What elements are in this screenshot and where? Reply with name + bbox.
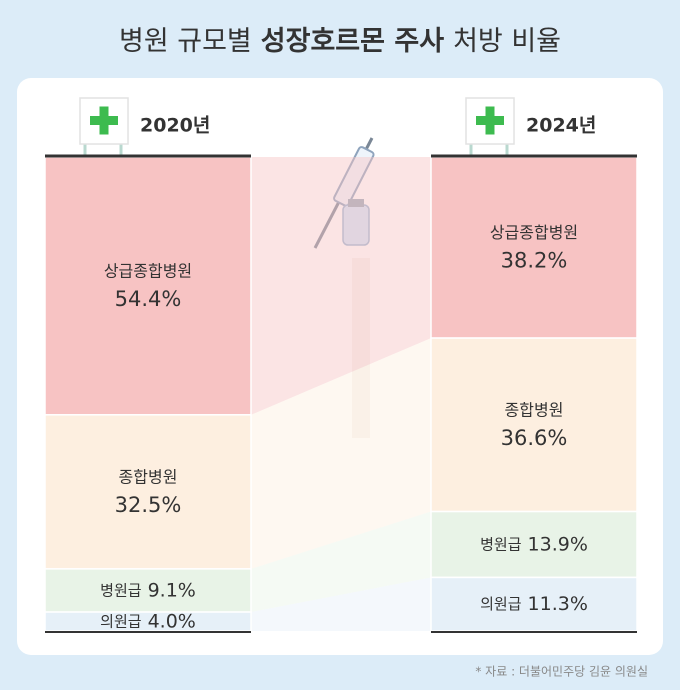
segment-label: 의원급 11.3% bbox=[480, 593, 588, 615]
segment-name: 의원급 bbox=[100, 612, 142, 630]
segment-name: 병원급 bbox=[480, 535, 522, 553]
segment-name: 종합병원 bbox=[119, 467, 178, 486]
value-label: 36.6% bbox=[501, 426, 568, 450]
title-suffix: 처방 비율 bbox=[453, 26, 561, 57]
title-prefix: 병원 규모별 bbox=[119, 26, 252, 57]
value-label: 32.5% bbox=[115, 493, 182, 517]
value-label: 9.1% bbox=[148, 579, 196, 601]
category-label: 2024년 bbox=[526, 115, 596, 137]
bar-segment bbox=[430, 510, 638, 579]
value-label: 38.2% bbox=[501, 249, 568, 273]
chart-title: 병원 규모별 성장호르몬 주사 처방 비율 bbox=[119, 26, 561, 57]
value-label: 13.9% bbox=[528, 533, 588, 555]
segment-name: 상급종합병원 bbox=[490, 223, 578, 242]
value-label: 4.0% bbox=[148, 610, 196, 632]
category-label: 2020년 bbox=[140, 115, 210, 137]
connector bbox=[251, 511, 431, 613]
segment-name: 종합병원 bbox=[505, 400, 564, 419]
value-label: 54.4% bbox=[115, 287, 182, 311]
connector bbox=[251, 157, 431, 415]
plus-icon bbox=[99, 106, 109, 135]
segment-name: 의원급 bbox=[480, 595, 522, 613]
value-label: 11.3% bbox=[528, 593, 588, 615]
segment-label: 병원급 9.1% bbox=[100, 579, 196, 601]
connector bbox=[251, 338, 431, 569]
segment-name: 상급종합병원 bbox=[104, 261, 192, 280]
segment-label: 의원급 4.0% bbox=[100, 610, 196, 632]
source-note: * 자료 : 더불어민주당 김윤 의원실 bbox=[475, 665, 648, 679]
bar-segment bbox=[44, 156, 252, 416]
connector bbox=[251, 577, 431, 631]
bar-segment bbox=[44, 414, 252, 570]
segment-name: 병원급 bbox=[100, 581, 142, 599]
ruler bbox=[352, 258, 370, 438]
bar-segment bbox=[430, 156, 638, 339]
bar-segment bbox=[44, 568, 252, 613]
icon-box bbox=[79, 97, 129, 145]
segment-label: 병원급 13.9% bbox=[480, 533, 588, 555]
syringe bbox=[313, 137, 375, 249]
title-emphasis: 성장호르몬 주사 bbox=[261, 26, 444, 57]
plus-icon bbox=[485, 106, 495, 135]
bar-segment bbox=[430, 337, 638, 513]
